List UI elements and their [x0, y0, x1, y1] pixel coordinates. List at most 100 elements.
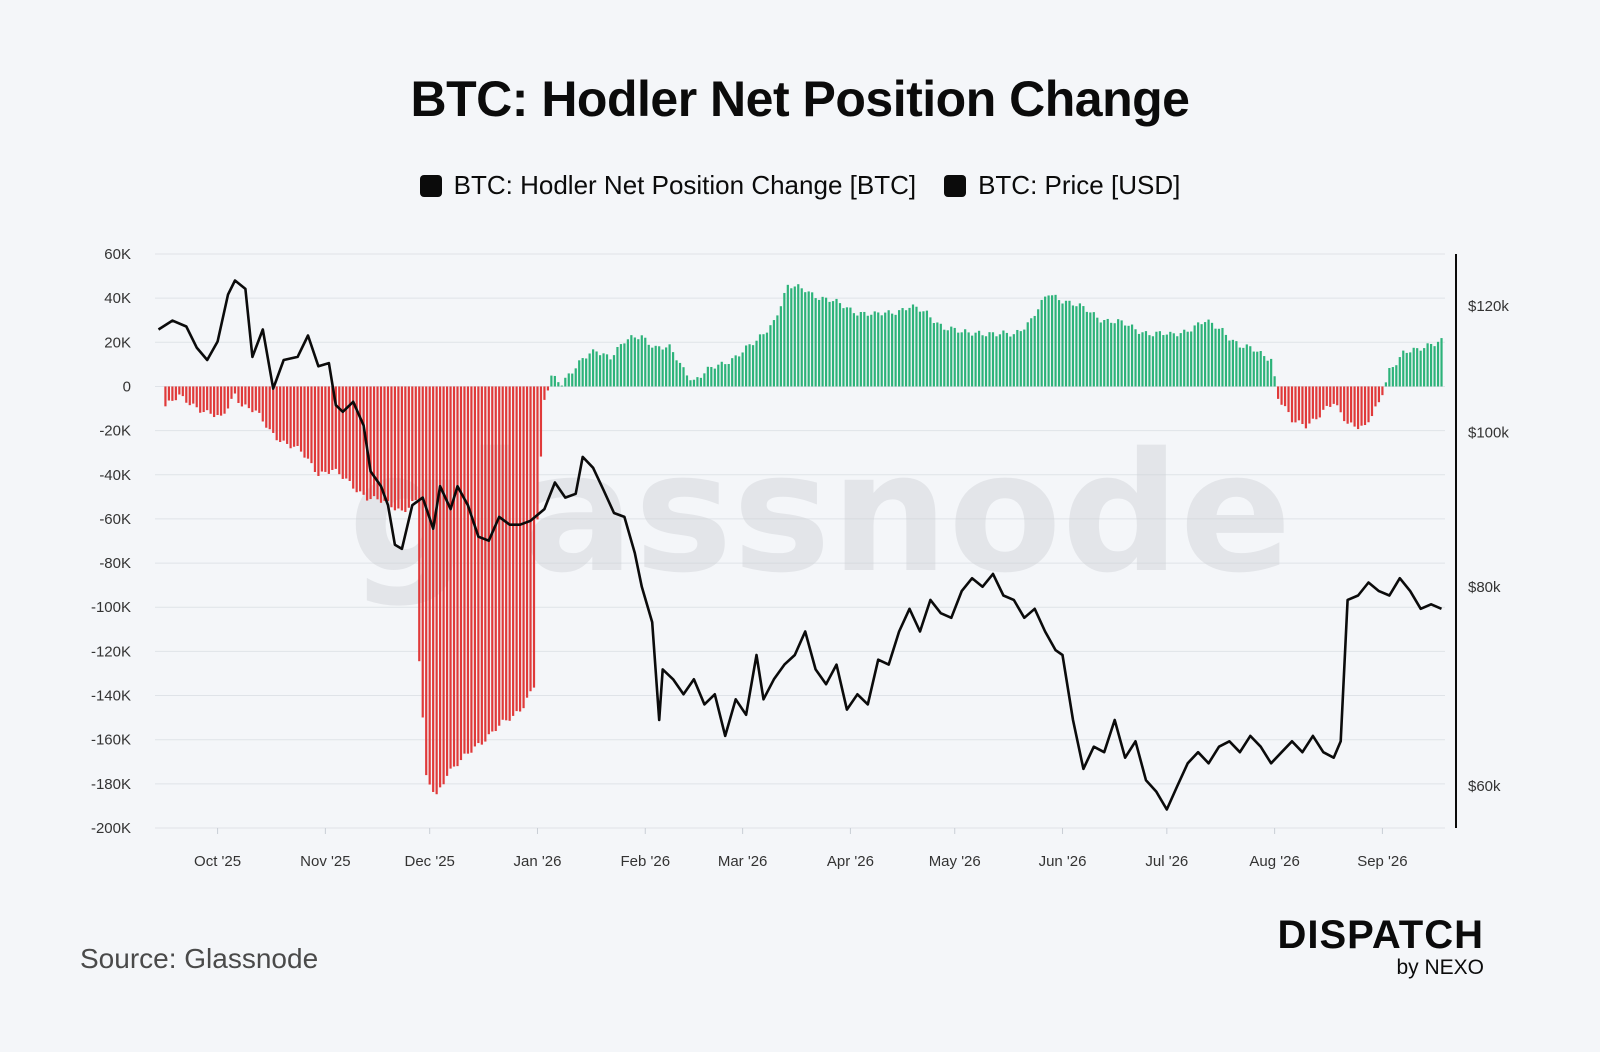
- net-position-bar: [811, 292, 814, 387]
- net-position-bar: [1398, 357, 1401, 387]
- net-position-bar: [439, 386, 442, 788]
- net-position-bar: [738, 356, 741, 387]
- net-position-bar: [1363, 386, 1367, 426]
- net-position-bar: [1367, 386, 1370, 423]
- legend-item-price[interactable]: BTC: Price [USD]: [944, 170, 1180, 201]
- right-axis-tick-label: $120k: [1468, 298, 1509, 315]
- net-position-bar: [967, 332, 970, 387]
- net-position-bar: [1037, 309, 1040, 387]
- net-position-bar: [247, 386, 250, 409]
- net-position-bar: [595, 351, 598, 387]
- left-axis-tick-label: -180K: [91, 776, 131, 793]
- net-position-bar: [678, 362, 682, 387]
- net-position-bar: [1235, 341, 1238, 387]
- net-position-bar: [1009, 336, 1012, 387]
- net-position-bar: [633, 337, 636, 387]
- net-position-bar: [1085, 311, 1088, 387]
- net-position-bar: [748, 344, 751, 387]
- legend-swatch-price: [944, 174, 967, 197]
- net-position-bar: [181, 386, 184, 397]
- net-position-bar: [393, 386, 397, 511]
- net-position-bar: [1280, 386, 1283, 405]
- net-position-bar: [668, 344, 671, 387]
- net-position-bar: [1391, 367, 1394, 387]
- net-position-bar: [369, 386, 372, 500]
- net-position-bar: [998, 334, 1002, 387]
- net-position-bar: [1402, 350, 1405, 387]
- legend-item-net-position[interactable]: BTC: Hodler Net Position Change [BTC]: [419, 170, 916, 201]
- net-position-bar: [553, 375, 556, 387]
- net-position-bar: [456, 386, 459, 767]
- net-position-bar: [237, 386, 240, 403]
- brand-name: DISPATCH: [1277, 913, 1484, 957]
- net-position-bar: [1071, 305, 1075, 387]
- left-axis-tick-label: -200K: [91, 820, 131, 837]
- net-position-bar: [1318, 386, 1321, 418]
- net-position-bar: [1256, 351, 1259, 387]
- net-position-bar: [202, 386, 205, 413]
- net-position-bar: [1308, 386, 1311, 424]
- net-position-bar: [348, 386, 351, 481]
- net-position-bar: [1127, 325, 1130, 387]
- net-position-bar: [1374, 386, 1377, 407]
- net-position-bar: [275, 386, 278, 441]
- right-axis-tick-label: $100k: [1468, 424, 1509, 441]
- net-position-bar: [411, 386, 414, 502]
- net-position-bar: [1266, 360, 1269, 387]
- net-position-bar: [765, 332, 769, 387]
- net-position-bar: [261, 386, 264, 422]
- net-position-bar: [1370, 386, 1374, 417]
- net-position-bar: [859, 312, 862, 387]
- net-position-bar: [630, 335, 633, 387]
- net-position-bar: [299, 386, 303, 452]
- net-position-bar: [1117, 319, 1120, 387]
- net-position-bar: [988, 332, 991, 387]
- net-position-bar: [501, 386, 504, 720]
- net-position-bar: [272, 386, 275, 433]
- net-position-bar: [219, 386, 223, 416]
- net-position-bar: [466, 386, 470, 754]
- net-position-bar: [505, 386, 508, 721]
- net-position-bar: [251, 386, 254, 413]
- net-position-bar: [1162, 335, 1165, 387]
- net-position-bar: [1130, 324, 1134, 387]
- net-position-bar: [209, 386, 212, 414]
- net-position-bar: [1172, 333, 1175, 387]
- net-position-bar: [598, 355, 602, 387]
- net-position-bar: [1054, 294, 1057, 387]
- net-position-bar: [1183, 329, 1186, 387]
- net-position-bar: [1405, 352, 1408, 387]
- left-axis-tick-label: -80K: [99, 555, 131, 572]
- net-position-bar: [592, 349, 595, 387]
- left-axis-labels: 60K 40K 20K 0 -20K -40K -60K -80K -100K -120K -140…: [91, 246, 131, 837]
- source-note: Source: Glassnode: [80, 943, 319, 974]
- net-position-bar: [1113, 323, 1116, 387]
- net-position-bar: [1176, 336, 1179, 387]
- net-position-bar: [487, 386, 490, 735]
- net-position-bar: [1148, 335, 1151, 387]
- net-position-bar: [226, 386, 230, 409]
- net-position-bar: [473, 386, 476, 747]
- net-position-bar: [244, 386, 247, 405]
- net-position-bar: [306, 386, 310, 459]
- net-position-bar: [320, 386, 324, 472]
- x-axis-tick-label: Feb '26: [620, 853, 670, 870]
- net-position-bar: [626, 339, 629, 387]
- net-position-bar: [911, 304, 915, 387]
- net-position-bar: [751, 345, 755, 387]
- net-position-bar: [824, 297, 828, 387]
- left-axis-tick-label: 40K: [104, 290, 131, 307]
- net-position-bar: [188, 386, 191, 406]
- x-axis-tick-label: Sep '26: [1357, 853, 1407, 870]
- net-position-bar: [835, 298, 838, 387]
- net-position-bar: [706, 366, 709, 387]
- net-position-bar: [779, 306, 782, 387]
- right-axis-tick-label: $80k: [1468, 579, 1501, 596]
- net-position-bar: [880, 315, 883, 387]
- net-position-bar: [828, 301, 831, 387]
- net-position-bar: [199, 386, 202, 413]
- net-position-bar: [213, 386, 216, 418]
- net-position-bar: [414, 386, 417, 501]
- net-position-bar: [536, 386, 539, 520]
